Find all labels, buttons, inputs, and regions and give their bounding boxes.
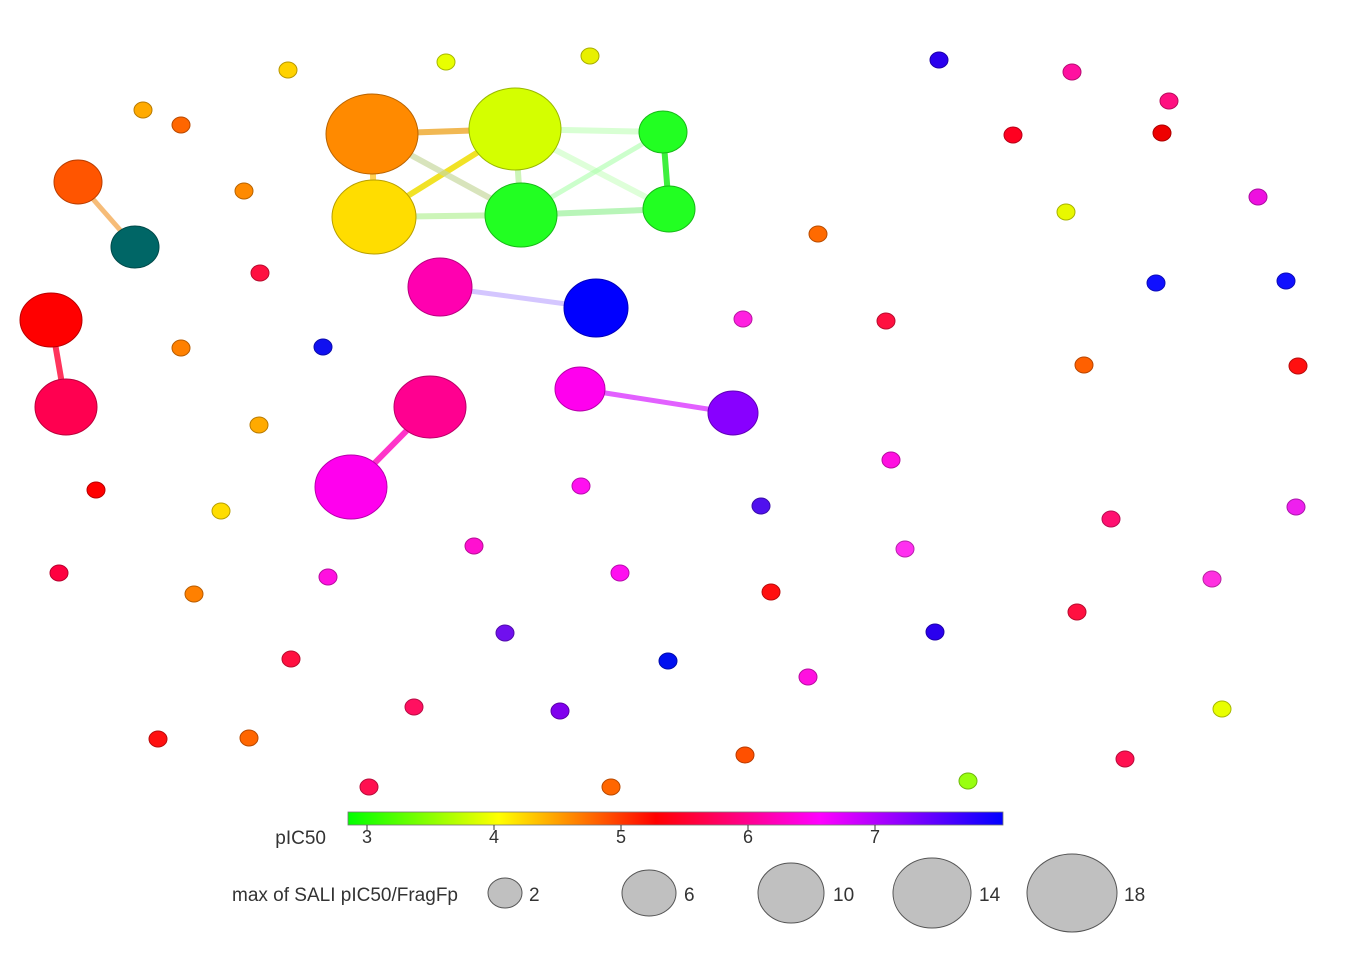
singleton-node <box>249 416 269 434</box>
singleton-node <box>1288 357 1308 375</box>
singleton-node <box>250 264 270 282</box>
size-legend-value: 10 <box>833 885 854 906</box>
cluster-node <box>554 366 606 412</box>
singleton-node <box>571 477 591 495</box>
color-legend-label: pIC50 <box>275 828 326 849</box>
singleton-node <box>86 481 106 499</box>
singleton-node <box>929 51 949 69</box>
cluster-node <box>484 182 558 248</box>
singleton-node <box>211 502 231 520</box>
singleton-node <box>239 729 259 747</box>
color-scale-bar <box>347 811 1004 826</box>
singleton-node <box>761 583 781 601</box>
size-legend-label: max of SALI pIC50/FragFp <box>232 885 458 906</box>
singleton-node <box>464 537 484 555</box>
singleton-node <box>1101 510 1121 528</box>
cluster-node <box>331 179 417 255</box>
singleton-node <box>1286 498 1306 516</box>
cluster-node <box>563 278 629 338</box>
singleton-node <box>359 778 379 796</box>
singleton-node <box>436 53 456 71</box>
singleton-node <box>895 540 915 558</box>
network-edge <box>577 386 736 416</box>
singleton-node <box>958 772 978 790</box>
cluster-node <box>53 159 103 205</box>
singleton-node <box>1115 750 1135 768</box>
color-tick-label: 5 <box>616 827 626 847</box>
singleton-node <box>735 746 755 764</box>
singleton-node <box>234 182 254 200</box>
edge-layer <box>48 126 736 490</box>
singleton-node <box>148 730 168 748</box>
singleton-node <box>171 116 191 134</box>
singleton-node <box>1067 603 1087 621</box>
color-tick-label: 6 <box>743 827 753 847</box>
singleton-node <box>171 339 191 357</box>
color-tick-label: 7 <box>870 827 880 847</box>
singleton-node <box>404 698 424 716</box>
singleton-node <box>876 312 896 330</box>
cluster-node <box>325 93 419 175</box>
singleton-node <box>318 568 338 586</box>
cluster-node <box>407 257 473 317</box>
singleton-node <box>658 652 678 670</box>
size-legend-value: 18 <box>1124 885 1145 906</box>
singleton-node <box>1074 356 1094 374</box>
singleton-node <box>1212 700 1232 718</box>
size-legend-value: 14 <box>979 885 1001 906</box>
size-legend: max of SALI pIC50/FragFp 2 6 10 14 18 <box>232 853 1145 933</box>
singleton-node <box>751 497 771 515</box>
singleton-node <box>1276 272 1296 290</box>
cluster-node <box>707 390 759 436</box>
cluster-node <box>468 87 562 171</box>
cluster-node <box>110 225 160 269</box>
singleton-node <box>313 338 333 356</box>
singleton-node <box>733 310 753 328</box>
singleton-node <box>495 624 515 642</box>
singleton-node <box>281 650 301 668</box>
singleton-node <box>49 564 69 582</box>
singleton-node <box>610 564 630 582</box>
singleton-node <box>808 225 828 243</box>
singleton-node <box>1202 570 1222 588</box>
singleton-node <box>1056 203 1076 221</box>
singleton-node <box>1159 92 1179 110</box>
cluster-node <box>34 378 98 436</box>
singleton-node <box>278 61 298 79</box>
cluster-node <box>19 292 83 348</box>
color-legend: pIC50 3 4 5 6 7 <box>275 811 1004 849</box>
singleton-node <box>580 47 600 65</box>
singleton-node <box>1152 124 1172 142</box>
node-layer <box>19 47 1308 796</box>
cluster-node <box>314 454 388 520</box>
size-legend-circle <box>621 869 677 917</box>
size-legend-circle <box>757 862 825 924</box>
singleton-node <box>1248 188 1268 206</box>
cluster-node <box>642 185 696 233</box>
cluster-node <box>638 110 688 154</box>
size-legend-value: 6 <box>684 885 695 906</box>
singleton-node <box>881 451 901 469</box>
color-tick-label: 3 <box>362 827 372 847</box>
size-legend-circle <box>892 857 972 929</box>
size-legend-circle <box>487 877 523 909</box>
singleton-node <box>798 668 818 686</box>
singleton-node <box>133 101 153 119</box>
singleton-node <box>1146 274 1166 292</box>
singleton-node <box>1062 63 1082 81</box>
size-legend-value: 2 <box>529 885 540 906</box>
singleton-node <box>550 702 570 720</box>
singleton-node <box>925 623 945 641</box>
cluster-node <box>393 375 467 439</box>
size-legend-circle <box>1026 853 1118 933</box>
color-tick-label: 4 <box>489 827 499 847</box>
singleton-node <box>184 585 204 603</box>
singleton-node <box>1003 126 1023 144</box>
singleton-node <box>601 778 621 796</box>
